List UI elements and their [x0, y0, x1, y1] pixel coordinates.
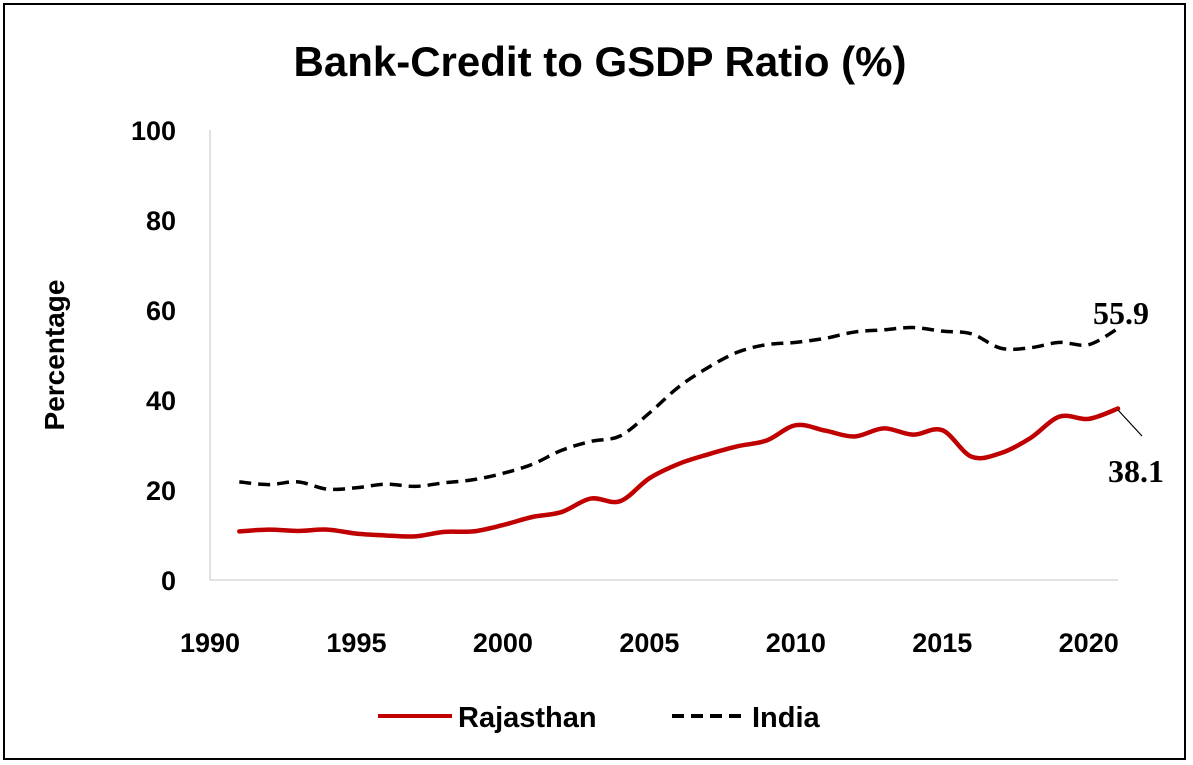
legend: Rajasthan India	[378, 702, 821, 734]
x-tick-label: 1990	[180, 628, 240, 658]
y-tick-label: 60	[146, 296, 176, 326]
y-tick-label: 20	[146, 476, 176, 506]
series-layer	[237, 325, 1121, 539]
chart-frame	[3, 3, 1186, 760]
legend-label-rajasthan: Rajasthan	[458, 702, 597, 734]
x-tick-label: 2005	[619, 628, 679, 658]
y-tick-label: 0	[161, 566, 176, 596]
legend-item-rajasthan: Rajasthan	[378, 702, 597, 734]
series-line-india	[239, 325, 1119, 492]
x-tick-label: 2020	[1059, 628, 1119, 658]
x-tick-label: 2000	[473, 628, 533, 658]
legend-label-india: India	[752, 702, 821, 734]
y-tick-label: 80	[146, 206, 176, 236]
x-tick-label: 2015	[912, 628, 972, 658]
x-tick-label: 2010	[766, 628, 826, 658]
y-tick-label: 40	[146, 386, 176, 416]
leader-line-rajasthan	[1117, 409, 1143, 437]
y-axis-title: Percentage	[39, 280, 70, 431]
series-line-rajasthan	[237, 406, 1121, 539]
data-label-rajasthan-end: 38.1	[1108, 453, 1164, 489]
x-tick-labels: 1990 1995 2000 2005 2010 2015 2020	[180, 628, 1119, 658]
chart-title: Bank-Credit to GSDP Ratio (%)	[294, 38, 907, 85]
y-tick-label: 100	[131, 116, 176, 146]
y-tick-labels: 0 20 40 60 80 100	[131, 116, 176, 596]
x-tick-label: 1995	[326, 628, 386, 658]
data-label-india-end: 55.9	[1093, 295, 1149, 331]
legend-item-india: India	[672, 702, 821, 734]
